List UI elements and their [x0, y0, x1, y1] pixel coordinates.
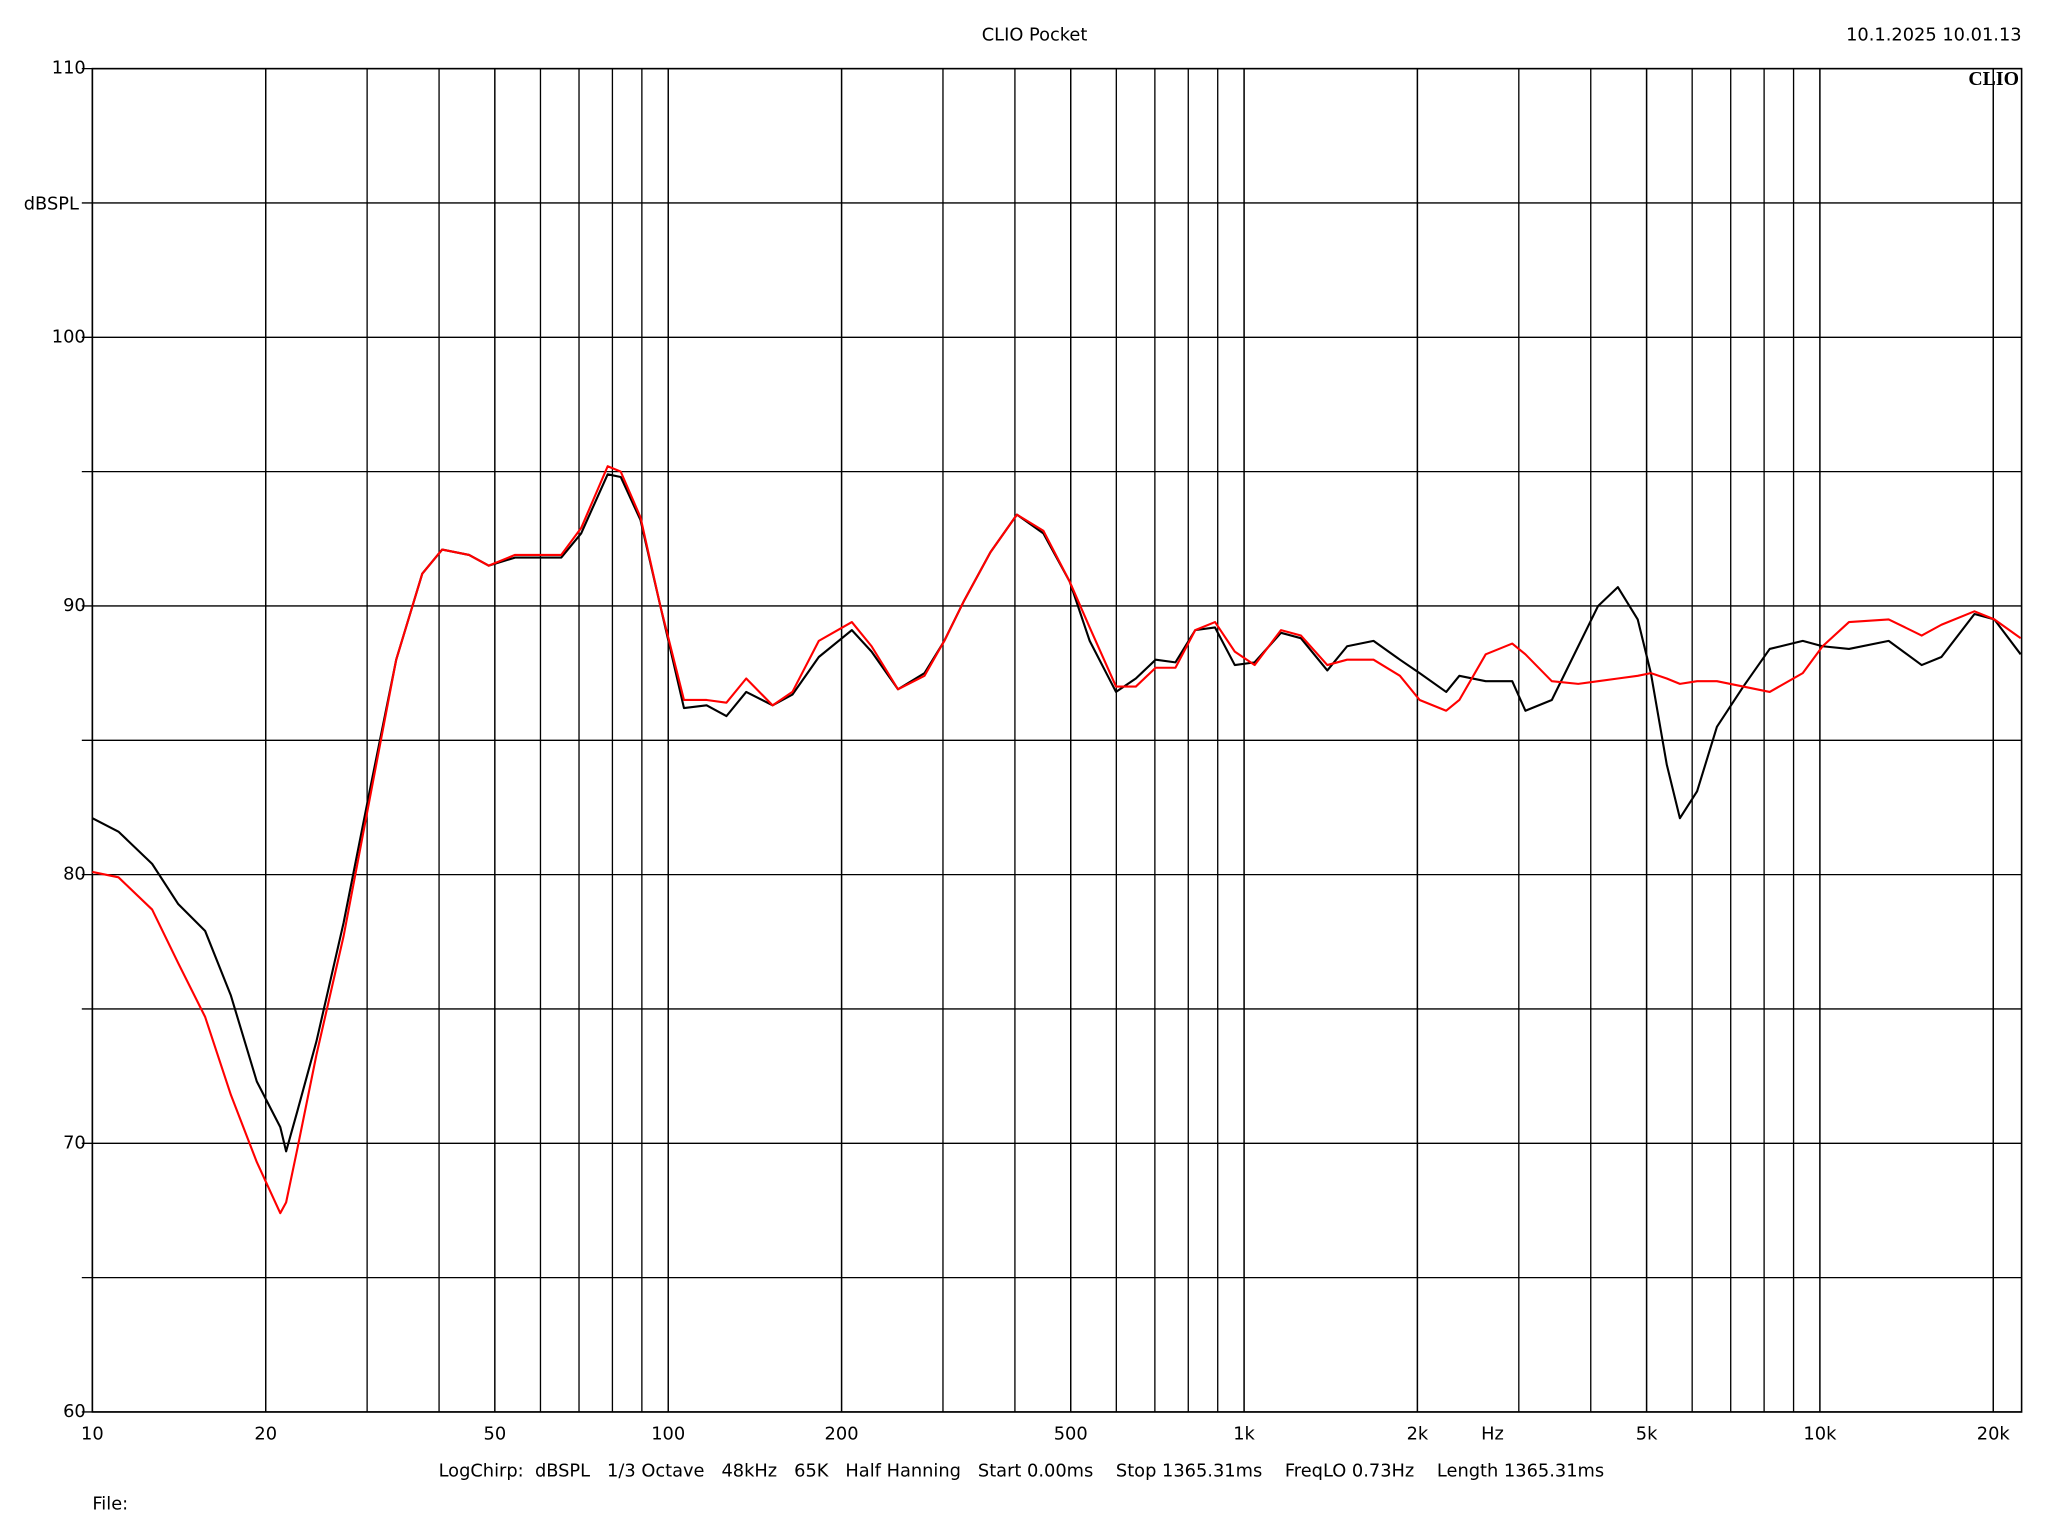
y-tick-label: 80 — [63, 864, 86, 885]
x-tick-label: 10k — [1803, 1423, 1837, 1444]
x-tick-label: 20 — [254, 1423, 277, 1444]
x-tick-label: 20k — [1977, 1423, 2011, 1444]
y-axis-label: dBSPL — [24, 194, 79, 215]
x-tick-label: 200 — [825, 1423, 859, 1444]
y-tick-label: 100 — [52, 326, 86, 347]
chart-title: CLIO Pocket — [982, 25, 1088, 46]
x-tick-label: 50 — [484, 1423, 507, 1444]
x-tick-label: 500 — [1054, 1423, 1088, 1444]
x-tick-label: 1k — [1233, 1423, 1255, 1444]
file-label: File: — [92, 1493, 128, 1514]
x-tick-label: 10 — [81, 1423, 104, 1444]
y-tick-label: 110 — [52, 58, 86, 79]
x-axis-label: Hz — [1481, 1423, 1504, 1444]
series-line — [92, 465, 2022, 1215]
plot-frame — [91, 67, 2023, 1413]
x-tick-label: 5k — [1636, 1423, 1658, 1444]
x-tick-label: 2k — [1407, 1423, 1429, 1444]
y-tick-label: 90 — [63, 595, 86, 616]
y-tick-label: 60 — [63, 1401, 86, 1422]
footer: LogChirp: dBSPL 1/3 Octave 48kHz 65K Hal… — [439, 1460, 1605, 1481]
x-tick-label: 100 — [651, 1423, 685, 1444]
logo: CLIO — [1968, 68, 2019, 90]
timestamp: 10.1.2025 10.01.13 — [1846, 25, 2021, 46]
y-tick-label: 70 — [63, 1132, 86, 1153]
